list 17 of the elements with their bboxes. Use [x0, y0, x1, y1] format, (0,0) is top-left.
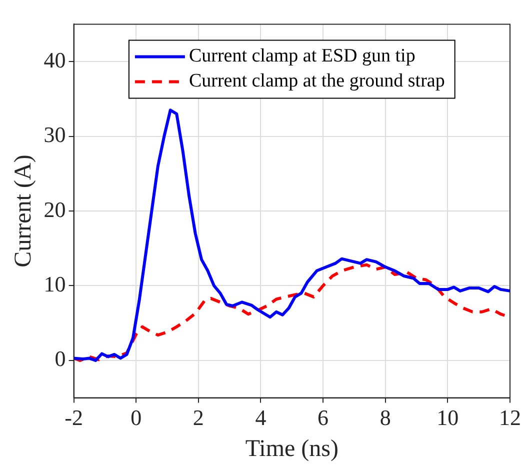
x-tick-label: 2 — [192, 404, 204, 430]
x-tick-label: 6 — [318, 404, 329, 430]
x-tick-label: 8 — [380, 404, 391, 430]
legend-label: Current clamp at the ground strap — [188, 70, 445, 92]
y-tick-label: 20 — [44, 196, 66, 222]
x-tick-label: 4 — [255, 404, 266, 430]
legend-label: Current clamp at ESD gun tip — [188, 46, 416, 67]
x-tick-label: 0 — [130, 404, 142, 430]
y-tick-label: 0 — [54, 346, 66, 372]
y-tick-label: 10 — [44, 272, 66, 296]
x-axis-title: Time (ns) — [245, 436, 338, 462]
x-tick-label: 12 — [499, 404, 521, 430]
y-tick-label: 30 — [44, 122, 66, 148]
x-tick-label: -2 — [64, 404, 83, 430]
y-axis-title: Current (A) — [10, 154, 37, 268]
x-tick-label: 10 — [436, 404, 459, 430]
y-tick-label: 40 — [44, 47, 66, 72]
